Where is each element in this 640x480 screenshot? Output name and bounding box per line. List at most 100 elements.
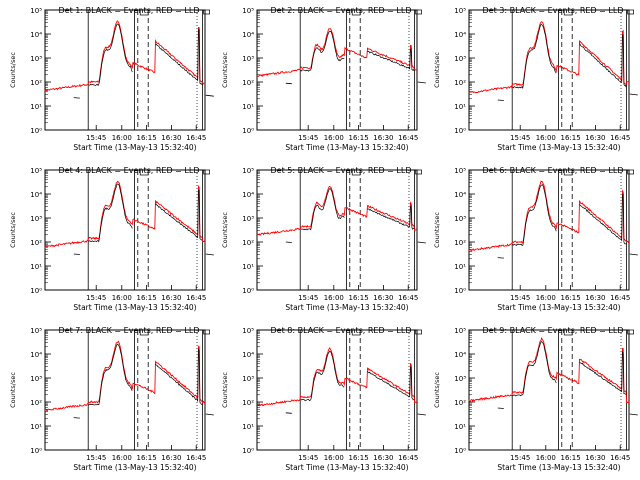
x-tick-label: 15:45 xyxy=(86,134,106,142)
plot-frame xyxy=(256,329,418,451)
lld-series-line xyxy=(44,340,206,412)
chart-panel-6: Det 6: BLACK = Events, RED = LLD Counts/s… xyxy=(433,166,638,312)
y-tick-label: 10³ xyxy=(454,215,466,223)
events-fragment xyxy=(205,413,214,416)
y-tick-label: 10⁴ xyxy=(242,31,254,39)
events-series-line xyxy=(512,340,627,397)
events-series-line xyxy=(300,350,415,402)
events-fragment xyxy=(497,99,504,101)
y-tick-label: 10³ xyxy=(30,215,42,223)
events-fragment xyxy=(629,93,638,96)
x-tick-label: 15:45 xyxy=(298,454,318,462)
plot-frame xyxy=(44,9,206,131)
x-tick-label: 16:45 xyxy=(398,294,418,302)
x-tick-label: 16:45 xyxy=(398,454,418,462)
x-tick-label: 16:00 xyxy=(324,454,344,462)
y-axis-label: Counts/sec xyxy=(9,372,17,408)
lld-series-line xyxy=(256,185,418,236)
x-axis-label: Start Time (13-May-13 15:32:40) xyxy=(285,303,408,312)
y-tick-label: 10⁰ xyxy=(242,127,254,135)
x-tick-label: 16:30 xyxy=(373,134,393,142)
y-tick-label: 10⁴ xyxy=(454,31,466,39)
events-series-line xyxy=(88,183,203,243)
marker-box xyxy=(415,169,422,175)
marker-box xyxy=(203,169,210,175)
y-tick-label: 10⁰ xyxy=(30,447,42,455)
y-tick-label: 10¹ xyxy=(242,423,254,431)
y-axis-label: Counts/sec xyxy=(221,372,229,408)
x-axis-label: Start Time (13-May-13 15:32:40) xyxy=(497,303,620,312)
x-tick-label: 16:45 xyxy=(186,294,206,302)
x-tick-label: 16:00 xyxy=(536,294,556,302)
events-fragment xyxy=(629,253,638,256)
x-axis-label: Start Time (13-May-13 15:32:40) xyxy=(73,143,196,152)
y-tick-label: 10¹ xyxy=(30,263,42,271)
plot-frame xyxy=(256,169,418,291)
y-tick-label: 10⁵ xyxy=(242,7,254,15)
x-axis-label: Start Time (13-May-13 15:32:40) xyxy=(73,303,196,312)
events-fragment xyxy=(205,253,214,256)
y-tick-label: 10² xyxy=(30,239,42,247)
y-tick-label: 10¹ xyxy=(242,103,254,111)
events-series-line xyxy=(300,188,415,231)
x-tick-label: 16:15 xyxy=(137,294,157,302)
marker-box xyxy=(415,9,422,15)
y-axis-label: Counts/sec xyxy=(433,372,441,408)
y-tick-label: 10⁵ xyxy=(454,327,466,335)
lld-series-line xyxy=(468,336,630,404)
x-tick-label: 16:15 xyxy=(349,294,369,302)
y-tick-label: 10⁰ xyxy=(242,287,254,295)
events-fragment xyxy=(285,82,292,85)
lld-series-line xyxy=(44,20,206,92)
x-tick-label: 16:00 xyxy=(536,454,556,462)
x-tick-label: 16:00 xyxy=(324,294,344,302)
y-tick-label: 10⁴ xyxy=(454,191,466,199)
marker-box xyxy=(203,9,210,15)
x-tick-label: 15:45 xyxy=(86,294,106,302)
x-tick-label: 15:45 xyxy=(510,134,530,142)
y-tick-label: 10⁵ xyxy=(454,167,466,175)
events-fragment xyxy=(497,407,504,409)
lld-series-line xyxy=(468,21,630,94)
x-tick-label: 16:45 xyxy=(186,454,206,462)
chart-panel-5: Det 5: BLACK = Events, RED = LLD Counts/s… xyxy=(221,166,426,312)
chart-title: Det 9: BLACK = Events, RED = LLD xyxy=(483,326,624,335)
x-tick-label: 16:15 xyxy=(561,454,581,462)
chart-title: Det 4: BLACK = Events, RED = LLD xyxy=(59,166,200,175)
plot-frame xyxy=(468,9,630,131)
x-tick-label: 16:30 xyxy=(373,454,393,462)
y-tick-label: 10³ xyxy=(242,375,254,383)
y-tick-label: 10⁵ xyxy=(30,167,42,175)
x-tick-label: 16:00 xyxy=(112,134,132,142)
marker-box xyxy=(563,329,573,336)
events-fragment xyxy=(73,253,80,255)
marker-box xyxy=(627,329,634,335)
x-tick-label: 16:00 xyxy=(112,294,132,302)
x-tick-label: 15:45 xyxy=(298,294,318,302)
marker-box xyxy=(563,9,573,16)
x-tick-label: 16:45 xyxy=(610,134,630,142)
x-tick-label: 16:00 xyxy=(112,454,132,462)
y-tick-label: 10⁰ xyxy=(454,447,466,455)
y-tick-label: 10⁴ xyxy=(30,31,42,39)
lld-series-line xyxy=(468,180,630,252)
y-tick-label: 10³ xyxy=(30,55,42,63)
chart-title: Det 3: BLACK = Events, RED = LLD xyxy=(483,6,624,15)
y-tick-label: 10¹ xyxy=(454,103,466,111)
y-tick-label: 10⁴ xyxy=(242,191,254,199)
marker-box xyxy=(627,169,634,175)
x-tick-label: 16:30 xyxy=(161,294,181,302)
plot-frame xyxy=(256,9,418,131)
x-tick-label: 15:45 xyxy=(86,454,106,462)
y-tick-label: 10⁵ xyxy=(30,7,42,15)
y-tick-label: 10⁰ xyxy=(30,127,42,135)
marker-box xyxy=(563,169,573,176)
chart-title: Det 6: BLACK = Events, RED = LLD xyxy=(483,166,624,175)
x-tick-label: 16:30 xyxy=(161,134,181,142)
x-tick-label: 16:45 xyxy=(398,134,418,142)
y-axis-label: Counts/sec xyxy=(433,212,441,248)
y-axis-label: Counts/sec xyxy=(221,52,229,88)
chart-panel-7: Det 7: BLACK = Events, RED = LLD Counts/s… xyxy=(9,326,214,472)
marker-box xyxy=(627,9,634,15)
